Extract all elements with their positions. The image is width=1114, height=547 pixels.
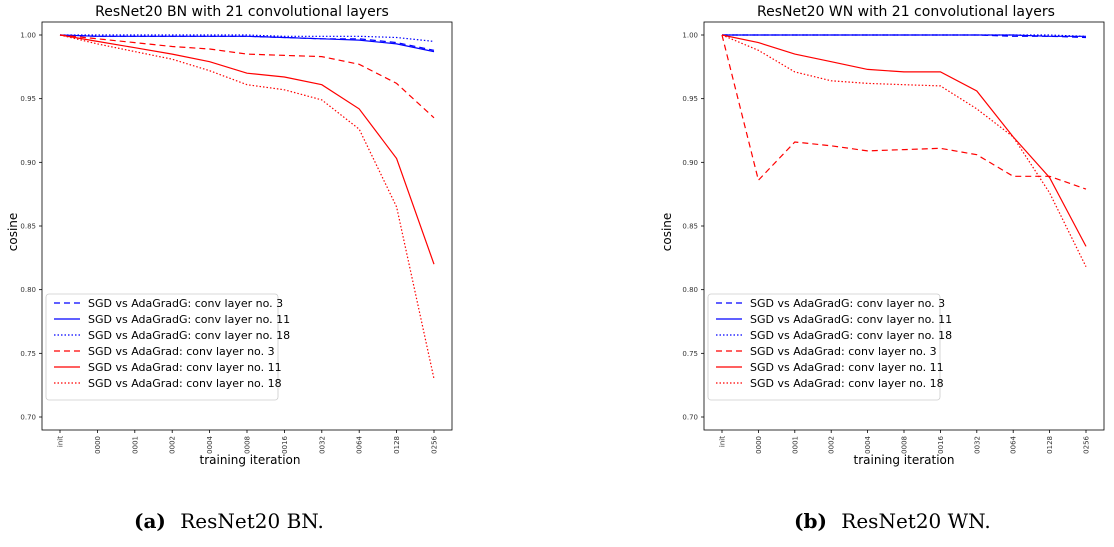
x-tick-label: 0004 xyxy=(864,435,872,453)
caption-b: (b) ResNet20 WN. xyxy=(794,509,991,533)
x-tick-label: 0000 xyxy=(94,436,102,454)
x-axis-label: training iteration xyxy=(200,453,301,467)
x-tick-label: 0002 xyxy=(169,436,177,454)
x-tick-label: 0000 xyxy=(755,436,763,454)
caption-b-text: ResNet20 WN. xyxy=(841,509,990,533)
y-axis-label: cosine xyxy=(660,213,674,252)
x-tick-label: 0256 xyxy=(1083,435,1091,453)
legend-entry: SGD vs AdaGrad: conv layer no. 3 xyxy=(88,345,275,358)
y-tick-label: 1.00 xyxy=(20,32,36,40)
series-line-4 xyxy=(59,34,435,119)
chart-title: ResNet20 BN with 21 convolutional layers xyxy=(95,4,389,20)
y-tick-label: 0.95 xyxy=(682,95,698,103)
x-tick-label: 0001 xyxy=(131,436,139,454)
x-tick-label: 0032 xyxy=(973,436,981,454)
legend-entry: SGD vs AdaGradG: conv layer no. 11 xyxy=(88,313,290,326)
chart-title: ResNet20 WN with 21 convolutional layers xyxy=(757,4,1055,20)
series-line-1 xyxy=(59,34,435,51)
legend-box xyxy=(707,293,941,401)
caption-a: (a) ResNet20 BN. xyxy=(134,509,324,533)
caption-b-label: (b) xyxy=(794,509,827,533)
series-line-5 xyxy=(59,34,435,265)
legend-entry: SGD vs AdaGradG: conv layer no. 18 xyxy=(750,329,952,342)
legend-entry: SGD vs AdaGrad: conv layer no. 11 xyxy=(88,361,282,374)
x-tick-label: 0128 xyxy=(393,436,401,454)
y-tick-label: 0.75 xyxy=(20,350,36,358)
x-tick-label: 0004 xyxy=(206,435,214,453)
y-tick-label: 0.85 xyxy=(20,223,36,231)
caption-a-label: (a) xyxy=(134,509,166,533)
y-tick-label: 0.80 xyxy=(682,286,698,294)
y-tick-label: 0.75 xyxy=(682,350,698,358)
legend-entry: SGD vs AdaGradG: conv layer no. 18 xyxy=(88,329,290,342)
legend-entry: SGD vs AdaGradG: conv layer no. 3 xyxy=(750,297,945,310)
y-tick-label: 0.70 xyxy=(682,414,698,422)
legend-entry: SGD vs AdaGradG: conv layer no. 11 xyxy=(750,313,952,326)
legend-entry: SGD vs AdaGrad: conv layer no. 11 xyxy=(750,361,944,374)
y-tick-label: 0.70 xyxy=(20,414,36,422)
x-tick-label: 0256 xyxy=(431,435,439,453)
y-axis-label: cosine xyxy=(6,213,20,252)
chart-resnet20-bn: ResNet20 BN with 21 convolutional layers… xyxy=(6,4,453,467)
series-line-5 xyxy=(721,34,1087,247)
x-tick-label: 0016 xyxy=(281,435,289,453)
series-line-3 xyxy=(60,34,435,42)
x-tick-label: 0064 xyxy=(1010,435,1018,453)
x-tick-label: 0008 xyxy=(244,436,252,454)
legend-entry: SGD vs AdaGrad: conv layer no. 18 xyxy=(750,377,944,390)
x-tick-label: 0032 xyxy=(318,436,326,454)
legend-box xyxy=(45,293,279,401)
y-tick-label: 0.90 xyxy=(682,159,698,167)
y-tick-label: 0.95 xyxy=(20,95,36,103)
series-line-6 xyxy=(59,34,435,379)
legend-entry: SGD vs AdaGradG: conv layer no. 3 xyxy=(88,297,283,310)
x-tick-label: 0016 xyxy=(937,435,945,453)
series-line-2 xyxy=(59,34,435,53)
legend-entry: SGD vs AdaGrad: conv layer no. 18 xyxy=(88,377,282,390)
y-tick-label: 0.85 xyxy=(682,223,698,231)
series-line-6 xyxy=(721,34,1087,267)
x-tick-label: 0002 xyxy=(828,436,836,454)
x-tick-label: 0001 xyxy=(791,436,799,454)
y-tick-label: 0.80 xyxy=(20,286,36,294)
y-tick-label: 1.00 xyxy=(682,32,698,40)
legend-entry: SGD vs AdaGrad: conv layer no. 3 xyxy=(750,345,937,358)
x-tick-label: 0064 xyxy=(356,435,364,453)
y-tick-label: 0.90 xyxy=(20,159,36,167)
x-tick-label: init xyxy=(57,436,65,447)
x-tick-label: 0008 xyxy=(901,436,909,454)
chart-resnet20-wn: ResNet20 WN with 21 convolutional layers… xyxy=(660,4,1105,467)
series-line-3 xyxy=(722,34,1087,37)
caption-a-text: ResNet20 BN. xyxy=(180,509,324,533)
x-tick-label: 0128 xyxy=(1046,436,1054,454)
series-line-4 xyxy=(721,34,1087,190)
x-tick-label: init xyxy=(719,436,727,447)
x-axis-label: training iteration xyxy=(854,453,955,467)
